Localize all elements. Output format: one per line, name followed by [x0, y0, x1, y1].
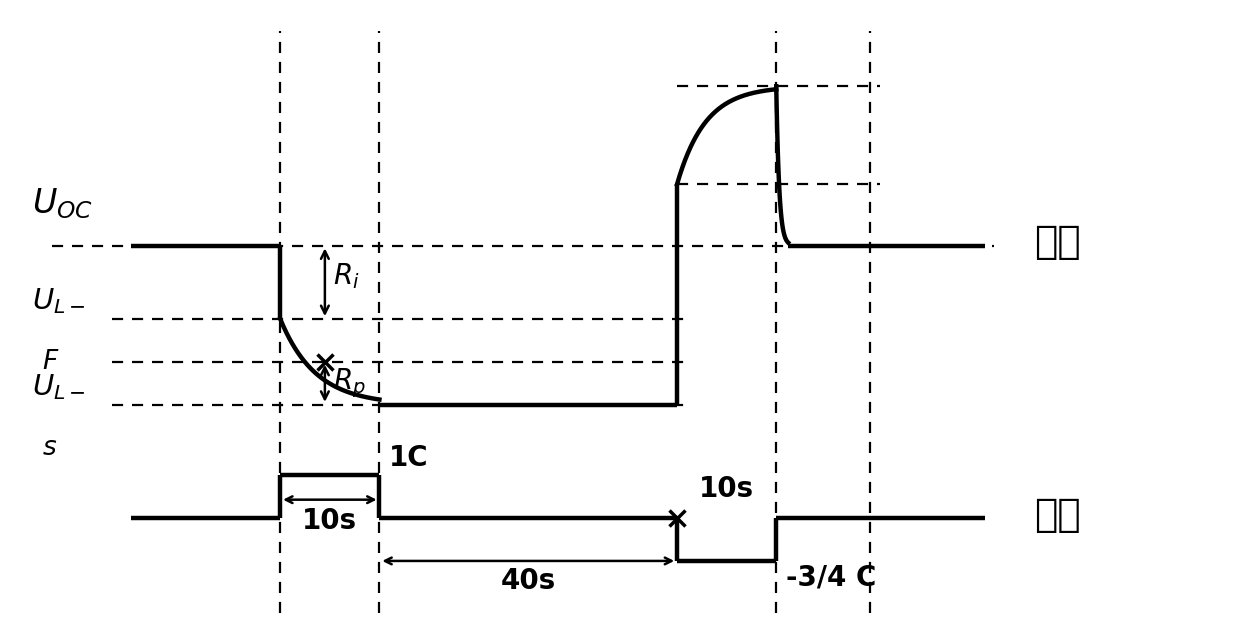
Text: 10s: 10s [699, 475, 754, 503]
Text: $R_i$: $R_i$ [332, 261, 360, 291]
Text: -3/4 C: -3/4 C [786, 564, 877, 592]
Text: $U_{L-}$: $U_{L-}$ [32, 372, 86, 402]
Text: $R_p$: $R_p$ [332, 366, 366, 400]
Text: 电流: 电流 [1034, 496, 1081, 534]
Text: 40s: 40s [501, 567, 556, 595]
Text: 10s: 10s [303, 507, 357, 535]
Text: 电压: 电压 [1034, 223, 1081, 262]
Text: $U_{L-}$: $U_{L-}$ [32, 286, 86, 316]
Text: $F$: $F$ [42, 350, 60, 375]
Text: $s$: $s$ [42, 435, 57, 461]
Text: 1C: 1C [389, 444, 429, 472]
Text: $U_{OC}$: $U_{OC}$ [32, 186, 93, 221]
